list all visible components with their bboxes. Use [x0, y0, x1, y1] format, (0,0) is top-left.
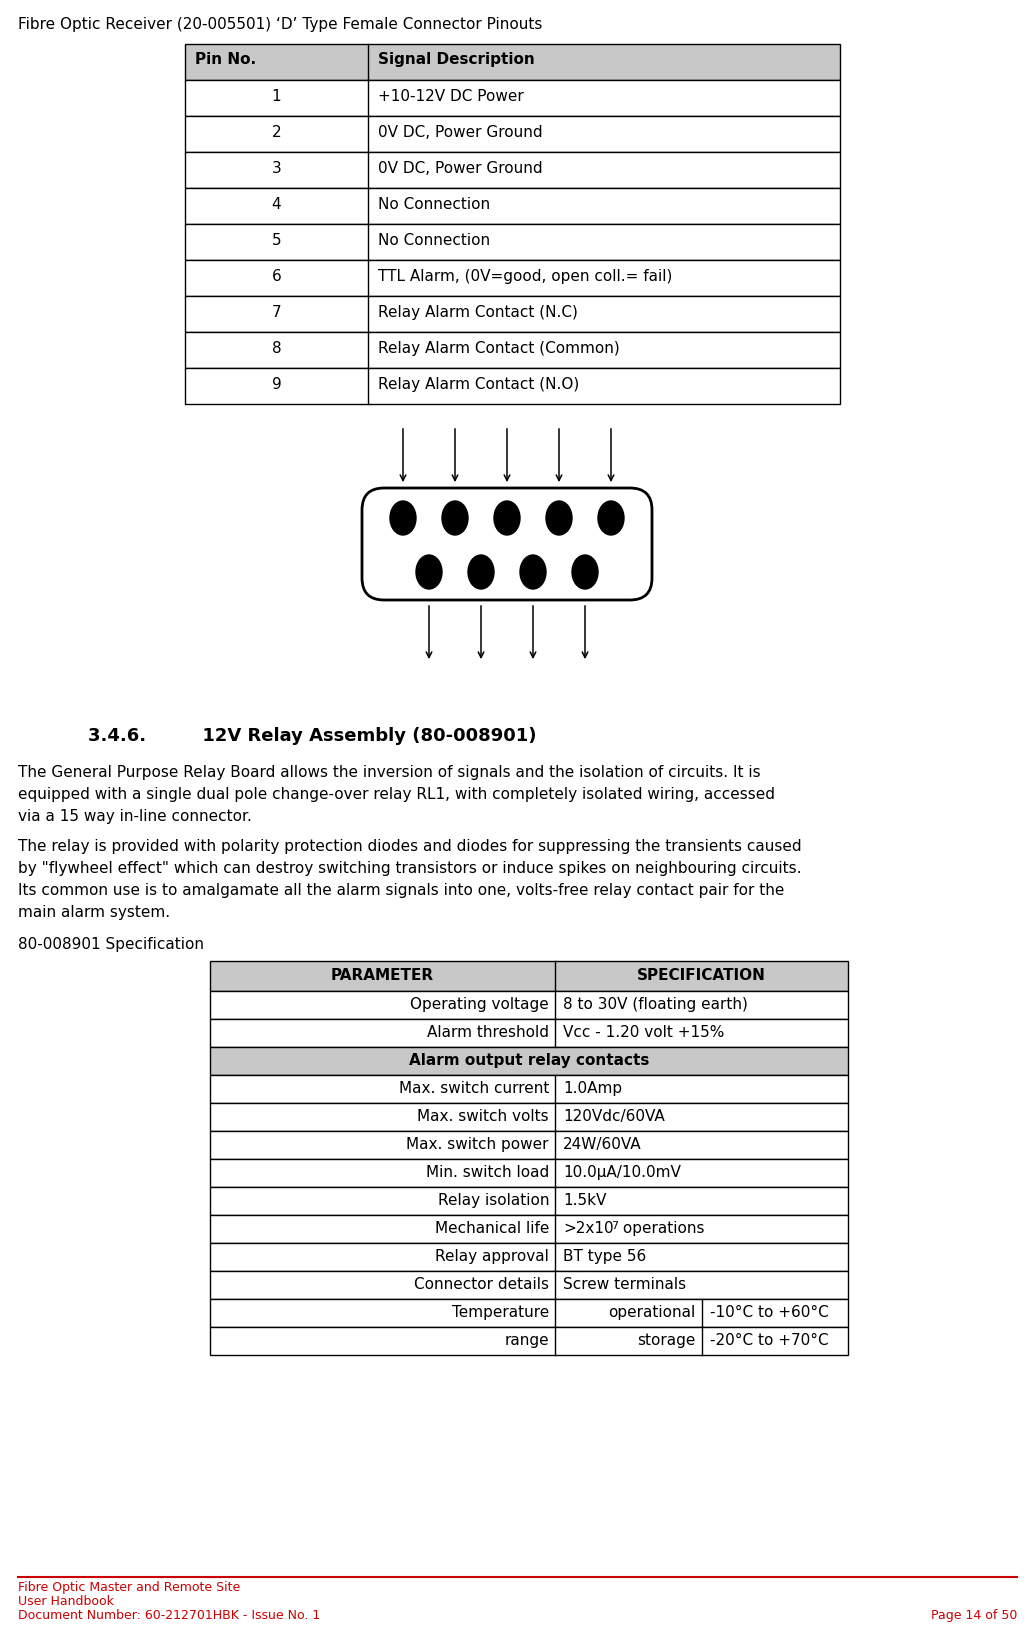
Bar	[210, 1019, 848, 1047]
Bar	[210, 992, 848, 1019]
Text: 5: 5	[271, 233, 282, 247]
Ellipse shape	[442, 502, 468, 534]
Text: Mechanical life: Mechanical life	[435, 1221, 549, 1236]
Text: 120Vdc/60VA: 120Vdc/60VA	[563, 1110, 664, 1124]
Text: Alarm threshold: Alarm threshold	[427, 1024, 549, 1041]
Text: 6: 6	[271, 269, 282, 284]
Text: Min. switch load: Min. switch load	[425, 1165, 549, 1180]
Ellipse shape	[416, 556, 442, 588]
Text: Connector details: Connector details	[414, 1277, 549, 1292]
Text: TTL Alarm, (0V=good, open coll.= fail): TTL Alarm, (0V=good, open coll.= fail)	[378, 269, 673, 284]
Text: Alarm output relay contacts: Alarm output relay contacts	[409, 1052, 649, 1069]
Text: 7: 7	[271, 305, 282, 320]
Text: 4: 4	[271, 197, 282, 211]
Text: The General Purpose Relay Board allows the inversion of signals and the isolatio: The General Purpose Relay Board allows t…	[18, 765, 761, 780]
Bar	[185, 297, 840, 333]
Bar	[185, 333, 840, 369]
Text: Signal Description: Signal Description	[378, 52, 535, 67]
Text: Fibre Optic Master and Remote Site: Fibre Optic Master and Remote Site	[18, 1582, 240, 1595]
Text: -10°C to +60°C: -10°C to +60°C	[710, 1305, 828, 1319]
Text: 10.0μA/10.0mV: 10.0μA/10.0mV	[563, 1165, 681, 1180]
Bar	[185, 80, 840, 116]
Text: Screw terminals: Screw terminals	[563, 1277, 686, 1292]
Text: +10-12V DC Power: +10-12V DC Power	[378, 89, 524, 103]
Text: Relay Alarm Contact (N.C): Relay Alarm Contact (N.C)	[378, 305, 578, 320]
Text: 1.0Amp: 1.0Amp	[563, 1082, 622, 1096]
Bar	[210, 960, 848, 992]
Bar	[185, 44, 840, 80]
Ellipse shape	[390, 502, 416, 534]
Bar	[210, 1103, 848, 1131]
Text: Max. switch volts: Max. switch volts	[417, 1110, 549, 1124]
Text: 9: 9	[271, 377, 282, 392]
Text: No Connection: No Connection	[378, 233, 491, 247]
Bar	[210, 1300, 848, 1328]
Text: Relay isolation: Relay isolation	[438, 1193, 549, 1208]
Text: by "flywheel effect" which can destroy switching transistors or induce spikes on: by "flywheel effect" which can destroy s…	[18, 860, 801, 875]
Text: equipped with a single dual pole change-over relay RL1, with completely isolated: equipped with a single dual pole change-…	[18, 787, 775, 801]
Text: 0V DC, Power Ground: 0V DC, Power Ground	[378, 161, 542, 175]
Text: storage: storage	[638, 1333, 696, 1347]
Text: 7: 7	[611, 1221, 618, 1231]
Text: Vcc - 1.20 volt +15%: Vcc - 1.20 volt +15%	[563, 1024, 724, 1041]
Text: -20°C to +70°C: -20°C to +70°C	[710, 1333, 828, 1347]
Text: 24W/60VA: 24W/60VA	[563, 1137, 642, 1152]
Text: Max. switch power: Max. switch power	[407, 1137, 549, 1152]
Text: Its common use is to amalgamate all the alarm signals into one, volts-free relay: Its common use is to amalgamate all the …	[18, 883, 785, 898]
Text: main alarm system.: main alarm system.	[18, 905, 170, 919]
Text: Document Number: 60-212701HBK - Issue No. 1: Document Number: 60-212701HBK - Issue No…	[18, 1609, 320, 1623]
Text: The relay is provided with polarity protection diodes and diodes for suppressing: The relay is provided with polarity prot…	[18, 839, 802, 854]
Bar	[210, 1131, 848, 1159]
Text: Relay Alarm Contact (N.O): Relay Alarm Contact (N.O)	[378, 377, 580, 392]
Text: Relay approval: Relay approval	[435, 1249, 549, 1264]
Bar	[185, 225, 840, 261]
Bar	[185, 261, 840, 297]
Text: PARAMETER: PARAMETER	[331, 969, 434, 983]
Text: 3.4.6.         12V Relay Assembly (80-008901): 3.4.6. 12V Relay Assembly (80-008901)	[88, 728, 536, 746]
Ellipse shape	[494, 502, 520, 534]
Text: User Handbook: User Handbook	[18, 1595, 114, 1608]
Text: operations: operations	[618, 1221, 705, 1236]
FancyBboxPatch shape	[362, 488, 652, 600]
Text: 0V DC, Power Ground: 0V DC, Power Ground	[378, 125, 542, 139]
Bar	[185, 152, 840, 188]
Ellipse shape	[468, 556, 494, 588]
Text: Temperature: Temperature	[451, 1305, 549, 1319]
Bar	[210, 1270, 848, 1300]
Text: Max. switch current: Max. switch current	[398, 1082, 549, 1096]
Text: BT type 56: BT type 56	[563, 1249, 646, 1264]
Text: range: range	[504, 1333, 549, 1347]
Text: Page 14 of 50: Page 14 of 50	[930, 1609, 1017, 1623]
Text: SPECIFICATION: SPECIFICATION	[638, 969, 766, 983]
Text: >2x10: >2x10	[563, 1221, 614, 1236]
Ellipse shape	[520, 556, 546, 588]
Bar	[210, 1187, 848, 1214]
Bar	[185, 369, 840, 403]
Text: Relay Alarm Contact (Common): Relay Alarm Contact (Common)	[378, 341, 620, 356]
Bar	[210, 1242, 848, 1270]
Bar	[210, 1328, 848, 1355]
Ellipse shape	[546, 502, 572, 534]
Bar	[210, 1047, 848, 1075]
Text: 80-008901 Specification: 80-008901 Specification	[18, 938, 204, 952]
Text: 1.5kV: 1.5kV	[563, 1193, 607, 1208]
Text: No Connection: No Connection	[378, 197, 491, 211]
Bar	[210, 1075, 848, 1103]
Text: 8 to 30V (floating earth): 8 to 30V (floating earth)	[563, 997, 748, 1011]
Bar	[210, 1159, 848, 1187]
Text: Fibre Optic Receiver (20-005501) ‘D’ Type Female Connector Pinouts: Fibre Optic Receiver (20-005501) ‘D’ Typ…	[18, 16, 542, 33]
Text: 1: 1	[271, 89, 282, 103]
Text: 8: 8	[271, 341, 282, 356]
Ellipse shape	[598, 502, 624, 534]
Ellipse shape	[572, 556, 598, 588]
Bar	[185, 116, 840, 152]
Text: via a 15 way in-line connector.: via a 15 way in-line connector.	[18, 810, 252, 824]
Text: operational: operational	[609, 1305, 696, 1319]
Text: 3: 3	[271, 161, 282, 175]
Bar	[185, 188, 840, 225]
Text: 2: 2	[271, 125, 282, 139]
Text: Pin No.: Pin No.	[195, 52, 256, 67]
Text: Operating voltage: Operating voltage	[410, 997, 549, 1011]
Bar	[210, 1214, 848, 1242]
